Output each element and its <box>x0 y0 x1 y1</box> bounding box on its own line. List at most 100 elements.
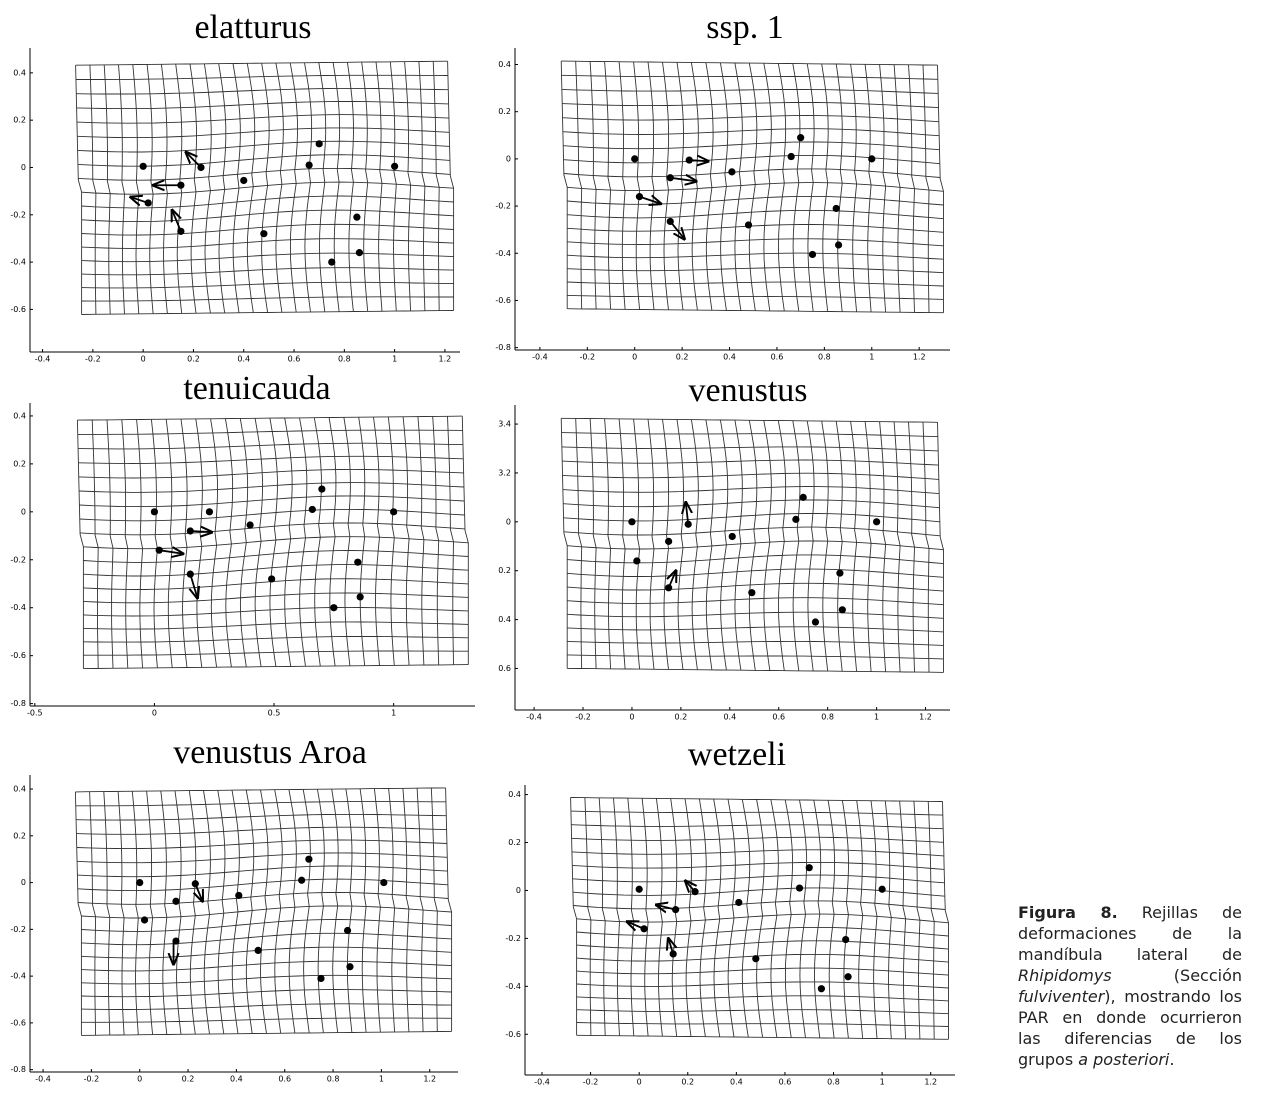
displacement-arrow <box>159 550 183 554</box>
grid-row <box>77 429 463 435</box>
x-tick-label: 1 <box>391 709 396 718</box>
grid-column <box>254 418 263 667</box>
grid-row <box>567 568 944 578</box>
displacement-arrow <box>686 502 688 525</box>
landmark <box>878 885 886 893</box>
grid-row <box>76 87 449 95</box>
landmark <box>838 606 846 614</box>
landmark <box>197 163 205 172</box>
grid-column <box>713 798 722 1037</box>
grid-row <box>567 294 944 300</box>
panel-title: venustus Aroa <box>173 734 367 771</box>
grid-row <box>75 787 446 793</box>
grid-column <box>316 789 325 1033</box>
grid-column <box>302 789 311 1033</box>
grid-column <box>662 62 670 310</box>
grid-column <box>835 421 843 672</box>
panel: venustus Aroa -0.4 -0.2 0 0.2 0.4 0.6 0.8 1 1.2 0.… <box>10 734 458 1084</box>
grid-row <box>571 836 944 843</box>
grid-row <box>76 101 449 110</box>
caption-part: Rejillas de deformaciones de la mandíbul… <box>1018 903 1242 964</box>
grid-row <box>571 824 944 830</box>
displacement-arrow <box>172 210 181 232</box>
grid-column <box>598 797 606 1036</box>
grid-column <box>560 61 568 309</box>
landmark <box>172 897 180 905</box>
grid-row <box>78 468 464 479</box>
grid-row <box>571 849 944 857</box>
grid-column <box>856 800 864 1039</box>
grid-column <box>76 420 84 669</box>
grid-row <box>76 839 447 850</box>
grid-column <box>417 416 425 666</box>
grid-row <box>561 60 938 66</box>
grid-column <box>870 800 878 1039</box>
landmark <box>797 134 805 142</box>
grid-column <box>879 64 887 313</box>
grid-column <box>618 61 626 310</box>
landmark <box>873 518 881 526</box>
grid-column <box>430 787 438 1032</box>
landmark <box>356 593 364 601</box>
landmark <box>254 946 262 954</box>
grid-column <box>850 64 858 312</box>
y-tick-label: -0.8 <box>10 699 26 708</box>
caption-part: (Sección <box>1111 966 1242 985</box>
grid-column <box>445 787 453 1032</box>
y-tick-label: 0.2 <box>498 566 511 575</box>
landmark <box>868 155 876 163</box>
grid-row <box>75 813 447 821</box>
grid-row <box>567 640 944 646</box>
x-tick-label: 1 <box>392 355 397 364</box>
y-tick-label: -0.2 <box>10 925 26 934</box>
grid-row <box>83 550 469 563</box>
y-tick-label: 0.4 <box>498 60 511 69</box>
caption: Figura 8. Rejillas de deformaciones de l… <box>1018 902 1242 1070</box>
landmark <box>260 230 268 238</box>
landmark <box>380 878 388 887</box>
grid-column <box>121 419 129 669</box>
x-tick-label: 1.2 <box>924 1078 937 1087</box>
y-tick-label: -0.6 <box>495 296 511 305</box>
landmark <box>246 521 254 529</box>
landmark <box>832 204 840 213</box>
grid-column <box>799 799 808 1038</box>
x-tick-label: 0.8 <box>327 1075 340 1084</box>
grid-row <box>570 810 943 816</box>
x-tick-label: -0.5 <box>27 709 43 718</box>
landmark <box>136 878 144 887</box>
grid-row <box>576 967 949 976</box>
grid-column <box>447 416 454 665</box>
grid-row <box>567 252 944 260</box>
x-tick-label: 0.6 <box>771 353 784 362</box>
x-tick-label: 0.4 <box>237 355 250 364</box>
y-tick-label: 3.2 <box>498 468 511 477</box>
grid-row <box>80 522 466 536</box>
y-tick-label: -0.2 <box>10 555 26 564</box>
grid-column <box>91 419 99 669</box>
grid-row <box>81 974 452 985</box>
x-tick-label: 0 <box>152 709 157 718</box>
grid-row <box>563 526 941 537</box>
grid-row <box>81 238 454 249</box>
x-tick-label: 1 <box>379 1075 384 1084</box>
grid-column <box>146 791 154 1035</box>
grid-row <box>562 102 939 109</box>
grid-row <box>81 1030 452 1036</box>
grid-column <box>89 791 97 1036</box>
landmark <box>665 584 673 592</box>
grid-column <box>343 417 351 666</box>
x-tick-label: 0 <box>637 1078 642 1087</box>
grid-row <box>76 852 448 864</box>
grid-column <box>627 798 635 1036</box>
landmark <box>795 884 804 892</box>
grid-column <box>560 418 568 669</box>
x-tick-label: 0.2 <box>675 713 688 722</box>
grid-column <box>274 789 283 1034</box>
grid-column <box>174 790 182 1035</box>
landmark <box>177 181 185 189</box>
landmark <box>836 569 844 577</box>
grid-column <box>269 418 278 667</box>
landmark <box>235 891 243 900</box>
